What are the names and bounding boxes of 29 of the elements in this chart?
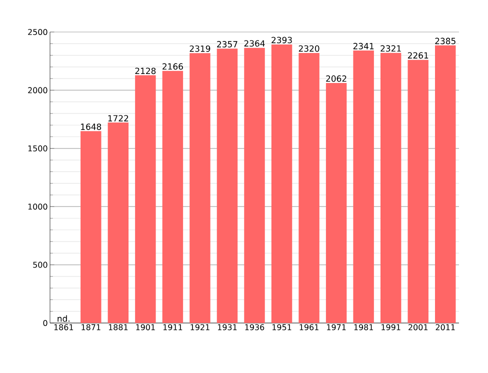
bar [216, 48, 238, 323]
bar [326, 82, 347, 323]
data-label: 1648 [81, 124, 102, 130]
bar [135, 75, 156, 323]
bar [435, 45, 456, 323]
bar [244, 48, 265, 323]
data-label: 2128 [135, 68, 156, 74]
data-label: 2357 [217, 41, 238, 48]
bar [190, 53, 210, 323]
data-label: 2319 [190, 45, 210, 52]
bar [108, 122, 129, 323]
data-label: 2393 [272, 36, 292, 44]
bar [80, 131, 102, 323]
bar [380, 52, 402, 323]
text: nd. [58, 315, 70, 322]
data-label: 2321 [380, 45, 401, 52]
bar [408, 60, 428, 323]
data-label: 2062 [326, 75, 346, 82]
data-label: 2364 [244, 40, 265, 47]
data-label: 2341 [353, 42, 374, 50]
data-label: 2261 [408, 52, 428, 59]
bar [162, 70, 184, 323]
data-label: 1722 [108, 115, 128, 122]
data-label: 2320 [298, 45, 320, 52]
data-label: 2166 [162, 63, 183, 70]
bar [271, 44, 292, 323]
data-label: 2385 [435, 38, 456, 44]
bar [298, 52, 320, 323]
bar [353, 50, 374, 323]
